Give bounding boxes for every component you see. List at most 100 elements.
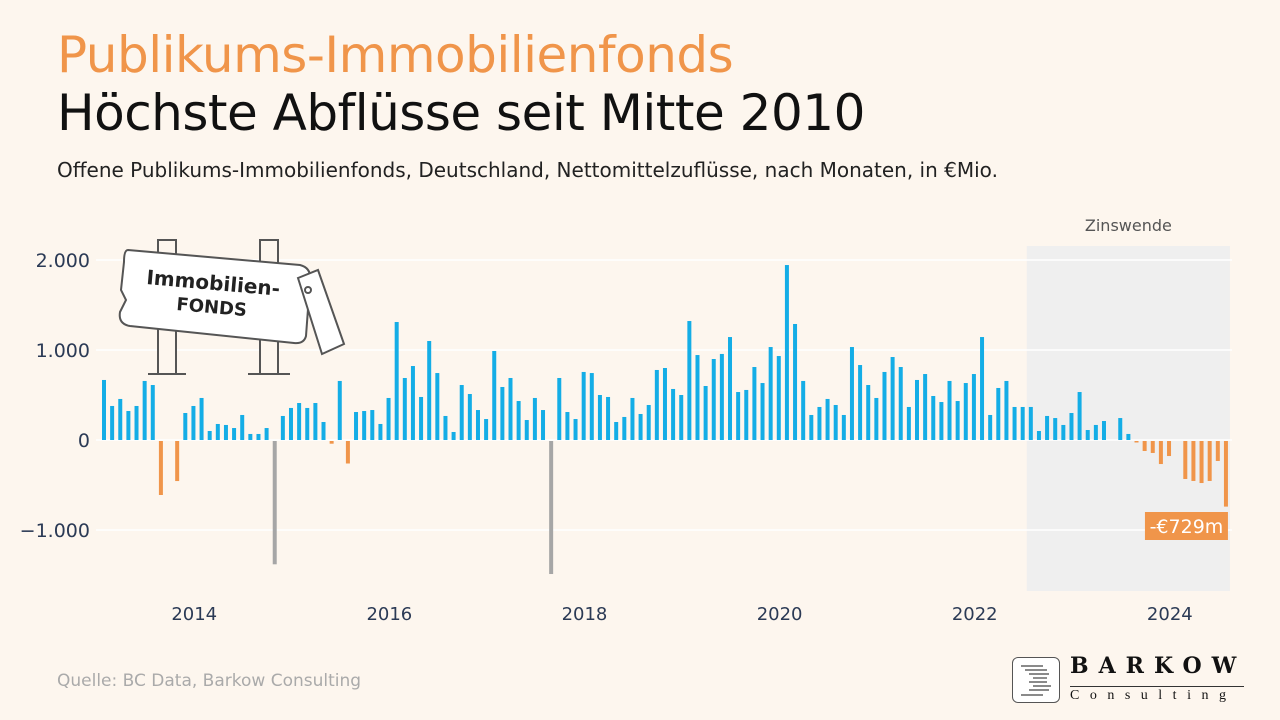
bar [768, 347, 773, 440]
bar [297, 403, 302, 440]
bar [963, 383, 968, 440]
bar [199, 397, 204, 440]
x-tick-label: 2020 [757, 604, 803, 625]
bar [427, 341, 432, 440]
bar [858, 365, 863, 440]
bar [776, 356, 781, 440]
bar [630, 397, 635, 440]
bar [232, 428, 237, 440]
bar [467, 394, 472, 440]
bar [215, 423, 220, 440]
bar [443, 415, 448, 440]
bar [1167, 441, 1172, 457]
bar [1020, 406, 1025, 440]
bar [817, 406, 822, 440]
bar [126, 411, 131, 440]
bar [606, 396, 611, 440]
bar [524, 420, 529, 440]
bar [1061, 424, 1066, 440]
chart-title: Höchste Abflüsse seit Mitte 2010 [57, 84, 865, 142]
bar [256, 433, 261, 440]
bar [370, 410, 375, 440]
x-tick-label: 2018 [562, 604, 608, 625]
bar [508, 377, 513, 440]
bar [939, 402, 944, 440]
bar [191, 405, 196, 440]
bar [1093, 424, 1098, 440]
bar [996, 387, 1001, 440]
bar [516, 401, 521, 440]
bar [223, 424, 228, 440]
bar [809, 414, 814, 440]
shaded-region-label: Zinswende [1085, 216, 1172, 235]
bar [492, 350, 497, 440]
bar [581, 371, 586, 440]
bar [614, 422, 619, 440]
bar [1053, 418, 1058, 440]
bar [435, 373, 440, 440]
real-estate-fund-sign-illustration: Immobilien- FONDS [118, 239, 346, 375]
bar [541, 410, 546, 440]
bar [419, 396, 424, 440]
bar [1158, 441, 1163, 465]
source-note: Quelle: BC Data, Barkow Consulting [57, 671, 362, 691]
bar [175, 441, 180, 482]
bar [638, 413, 643, 440]
bar [1085, 430, 1090, 440]
bar [1183, 441, 1188, 479]
bar [288, 407, 293, 440]
bar [980, 337, 985, 440]
bar [410, 366, 415, 440]
logo-name: BARKOW [1070, 653, 1247, 679]
bar [906, 406, 911, 440]
annotation-label: -€729m [1150, 516, 1224, 538]
bar [484, 419, 489, 440]
bar [923, 374, 928, 440]
bar [142, 380, 147, 440]
bar [1223, 441, 1228, 507]
bar [1215, 441, 1220, 461]
chart-subtitle: Offene Publikums-Immobilienfonds, Deutsc… [57, 158, 998, 182]
x-tick-label: 2014 [171, 604, 217, 625]
bar [915, 379, 919, 440]
bar [1207, 441, 1212, 481]
bar [849, 347, 854, 440]
bar [475, 410, 480, 440]
bar [451, 431, 456, 440]
y-tick-label: 1.000 [36, 340, 90, 362]
bar [955, 401, 960, 440]
bar [1069, 413, 1074, 440]
bar [890, 357, 895, 440]
bar [898, 367, 903, 440]
bar [1199, 441, 1204, 484]
bar [386, 397, 391, 440]
x-tick-label: 2016 [366, 604, 412, 625]
bar [321, 422, 326, 440]
bar [695, 355, 700, 440]
bar [459, 385, 464, 440]
bar [825, 398, 830, 440]
bar [703, 386, 708, 440]
bar [565, 412, 570, 440]
bar [728, 337, 733, 440]
chart-kicker: Publikums-Immobilienfonds [57, 26, 734, 84]
bar [687, 321, 692, 440]
bar [1004, 380, 1009, 440]
bar [150, 385, 155, 440]
bar [736, 392, 741, 440]
bar [402, 377, 407, 440]
logo-subtitle: Consulting [1070, 688, 1237, 703]
bar [378, 423, 383, 440]
bar [532, 397, 537, 440]
bar [248, 433, 253, 440]
bar [671, 388, 676, 440]
bar [833, 404, 838, 440]
bar [337, 380, 342, 440]
bar [874, 397, 879, 440]
bar [1012, 406, 1017, 440]
logo-mark-icon [1012, 657, 1060, 703]
bar [662, 368, 667, 440]
bar [1045, 415, 1050, 440]
bar [1126, 433, 1131, 440]
y-tick-label: −1.000 [20, 520, 90, 542]
